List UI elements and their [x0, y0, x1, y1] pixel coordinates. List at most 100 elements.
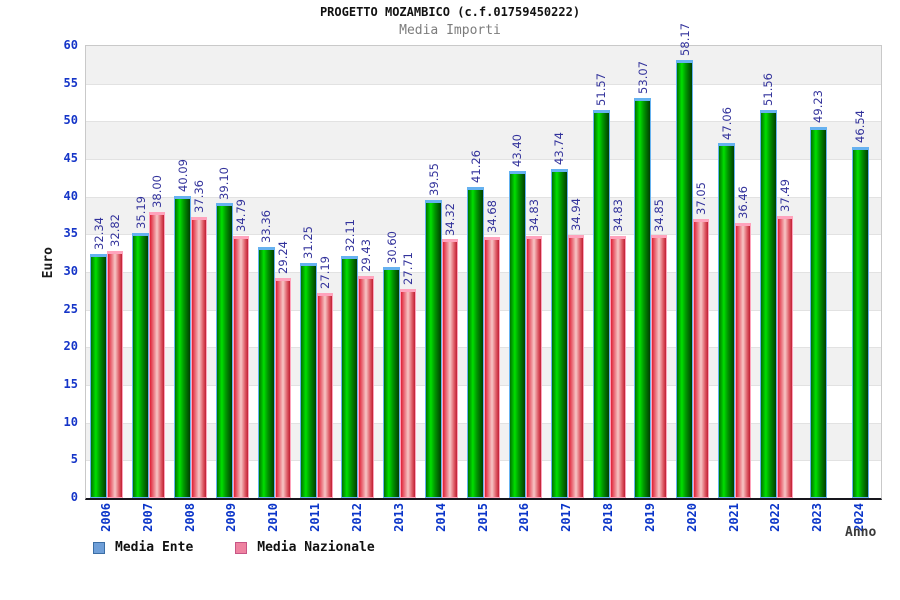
- bar-value-label: 35.19: [133, 195, 148, 229]
- x-tick-label: 2017: [559, 503, 574, 532]
- bar-media-nazionale: [274, 277, 291, 498]
- plot-area: 32.34 32.82 35.19 38.00 40.09 37.36 39.10 34.79…: [85, 23, 882, 500]
- y-tick-label: 55: [63, 75, 78, 90]
- bar-value-label: 39.10: [217, 166, 232, 200]
- bar-media-nazionale: [484, 236, 500, 498]
- y-tick-label: 45: [63, 151, 78, 165]
- x-tick-label: 2021: [726, 503, 741, 532]
- bar-value-label: 47.06: [719, 106, 734, 140]
- bar-value-label: 34.83: [526, 198, 541, 232]
- bar-value-label: 30.60: [384, 230, 399, 264]
- grid-band: [86, 46, 881, 84]
- bar-value-label: 34.68: [485, 199, 499, 233]
- bar-media-ente: [676, 59, 694, 498]
- x-tick-label: 2006: [98, 503, 113, 532]
- bar-value-label: 46.54: [853, 110, 868, 144]
- y-tick-label: 50: [63, 113, 78, 128]
- bar-value-label: 37.36: [192, 179, 207, 213]
- legend-swatch-media-nazionale: [235, 541, 248, 554]
- bar-value-label: 33.36: [259, 209, 274, 243]
- bar-value-label: 34.83: [610, 198, 625, 232]
- bar-media-nazionale: [316, 293, 333, 498]
- bar-media-nazionale: [358, 276, 375, 498]
- legend-swatch-media-ente: [93, 541, 105, 554]
- bar-media-ente: [592, 109, 610, 498]
- y-tick-label: 20: [63, 339, 78, 354]
- bar-value-label: 43.74: [552, 131, 567, 165]
- legend-item-media-nazionale: Media Nazionale: [235, 540, 375, 555]
- bar-media-nazionale: [442, 239, 459, 498]
- bar-media-ente: [851, 147, 869, 498]
- legend-item-media-ente: Media Ente: [93, 540, 193, 555]
- bar-value-label: 51.57: [594, 72, 609, 106]
- bar-value-label: 40.09: [175, 159, 190, 192]
- y-tick-label: 30: [63, 264, 78, 278]
- bar-media-ente: [383, 267, 401, 498]
- y-tick-label: 35: [63, 226, 78, 241]
- bar-media-nazionale: [567, 234, 584, 498]
- bar-media-ente: [341, 256, 359, 498]
- bar-media-nazionale: [232, 235, 249, 498]
- bar-media-ente: [550, 168, 568, 498]
- x-tick-label: 2020: [684, 503, 699, 532]
- bar-media-ente: [174, 196, 192, 498]
- bar-media-ente: [718, 143, 736, 498]
- bar-media-nazionale: [776, 215, 793, 498]
- bar-value-label: 51.56: [761, 72, 776, 106]
- x-tick-label: 2014: [433, 503, 448, 532]
- bar-media-nazionale: [400, 289, 417, 498]
- bar-value-label: 29.43: [359, 239, 374, 273]
- bar-value-label: 53.07: [635, 61, 650, 95]
- bar-media-nazionale: [735, 223, 752, 498]
- bar-value-label: 32.34: [91, 217, 106, 251]
- bar-value-label: 49.23: [811, 90, 826, 124]
- bar-media-nazionale: [149, 211, 166, 498]
- chart-title: PROGETTO MOZAMBICO (c.f.01759450222): [319, 5, 581, 19]
- bar-media-ente: [467, 187, 484, 498]
- y-tick-label: 5: [70, 452, 78, 467]
- x-tick-label: 2007: [140, 503, 155, 532]
- bar-media-ente: [759, 109, 777, 498]
- bar-value-label: 41.26: [468, 150, 483, 184]
- bar-value-label: 31.25: [301, 225, 316, 259]
- x-tick-label: 2015: [475, 503, 490, 532]
- bar-media-ente: [508, 171, 526, 498]
- x-tick-label: 2009: [224, 503, 239, 532]
- grid-band: [86, 83, 881, 122]
- bar-media-nazionale: [693, 218, 710, 498]
- x-tick-label: 2012: [349, 503, 364, 532]
- y-tick-label: 15: [63, 377, 78, 391]
- x-tick-label: 2022: [768, 503, 783, 532]
- x-tick-label: 2023: [810, 503, 825, 532]
- bar-media-nazionale: [191, 216, 208, 498]
- bar-media-nazionale: [107, 250, 124, 498]
- x-tick-label: 2013: [391, 503, 406, 532]
- legend: Media Ente Media Nazionale: [93, 540, 375, 555]
- grid-band: [86, 121, 881, 159]
- bar-media-nazionale: [651, 235, 668, 498]
- bar-media-ente: [425, 200, 443, 498]
- bar-media-ente: [257, 246, 275, 498]
- bar-value-label: 38.00: [150, 174, 165, 208]
- x-tick-label: 2008: [182, 503, 197, 532]
- x-tick-label: 2011: [308, 503, 323, 532]
- bar-value-label: 34.94: [568, 197, 583, 231]
- y-tick-label: 60: [63, 38, 78, 52]
- bar-value-label: 32.82: [108, 213, 123, 247]
- x-tick-label: 2010: [266, 503, 281, 532]
- legend-label-media-ente: Media Ente: [115, 540, 194, 555]
- bar-value-label: 43.40: [510, 134, 525, 168]
- x-tick-label: 2016: [517, 503, 532, 532]
- bar-value-label: 29.24: [275, 240, 290, 274]
- y-tick-label: 0: [70, 490, 78, 504]
- bar-media-ente: [299, 262, 317, 498]
- x-tick-label: 2018: [601, 503, 616, 532]
- bar-media-ente: [634, 98, 652, 498]
- bar-value-label: 39.55: [426, 163, 441, 197]
- y-tick-label: 25: [63, 301, 78, 316]
- bar-media-ente: [132, 232, 150, 498]
- x-axis-title: Anno: [845, 525, 877, 540]
- bar-value-label: 58.17: [677, 22, 692, 56]
- x-tick-label: 2019: [642, 503, 657, 532]
